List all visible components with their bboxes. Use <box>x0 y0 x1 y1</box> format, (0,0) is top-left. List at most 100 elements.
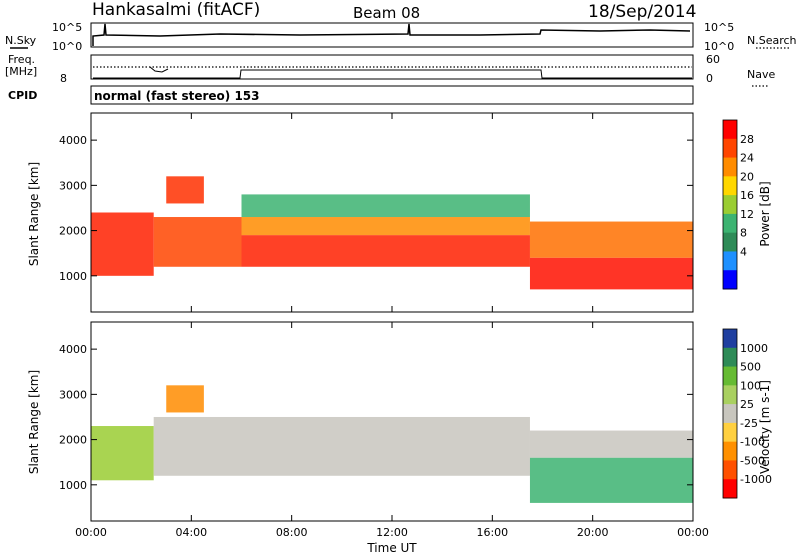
colorbar-segment <box>723 460 737 480</box>
y-tick-label: 3000 <box>59 388 87 401</box>
colorbar-tick-label: 100 <box>740 379 761 392</box>
x-tick-label: 12:00 <box>376 526 408 539</box>
freq-trace <box>93 69 692 79</box>
velocity-colorbar-label: Velocity [m s-1] <box>758 380 772 474</box>
colorbar-segment <box>723 176 737 196</box>
x-tick-label: 04:00 <box>175 526 207 539</box>
colorbar-segment <box>723 479 737 499</box>
colorbar-tick-label: 20 <box>740 170 754 183</box>
nave-label: Nave <box>747 68 775 81</box>
x-tick-label: 00:00 <box>677 526 709 539</box>
power-bands <box>91 176 693 290</box>
cpid-panel: CPID normal (fast stereo) 153 <box>8 85 694 105</box>
colorbar-segment <box>723 270 737 290</box>
velocity-yticks: 4000 3000 2000 1000 <box>59 343 693 492</box>
cpid-panel-frame <box>90 85 694 105</box>
freq-label-line1: Freq. <box>8 53 35 66</box>
colorbar-tick-label: 28 <box>740 133 754 146</box>
station-title: Hankasalmi (fitACF) <box>92 0 260 20</box>
scatter-band <box>241 217 530 236</box>
colorbar-tick-label: 8 <box>740 227 747 240</box>
y-tick-label: 2000 <box>59 225 87 238</box>
scatter-band <box>166 176 204 204</box>
colorbar-segment <box>723 422 737 443</box>
nsearch-label: N.Search <box>747 34 797 47</box>
scatter-band <box>241 235 530 267</box>
y-tick-label: 1000 <box>59 270 87 283</box>
colorbar-segment <box>723 232 737 252</box>
nave-right-tick-top: 60 <box>706 53 720 66</box>
colorbar-tick-label: -25 <box>740 417 758 430</box>
freq-panel: Freq. [MHz] 8 60 0 Nave <box>5 53 775 87</box>
scatter-band <box>241 194 530 218</box>
colorbar-tick-label: 12 <box>740 208 754 221</box>
y-tick-label: 3000 <box>59 179 87 192</box>
scatter-band <box>529 257 693 290</box>
colorbar-tick-label: 1000 <box>740 342 768 355</box>
velocity-bands <box>91 385 693 503</box>
colorbar-tick-label: 4 <box>740 245 747 258</box>
velocity-xticks: 00:00 04:00 08:00 12:00 16:00 20:00 00:00 <box>75 113 709 539</box>
scatter-band <box>529 430 693 458</box>
nsky-trace <box>92 23 691 46</box>
y-tick-label: 4000 <box>59 134 87 147</box>
scatter-band <box>529 457 693 503</box>
x-tick-label: 16:00 <box>476 526 508 539</box>
colorbar-segment <box>723 213 737 234</box>
nave-dip <box>149 66 169 73</box>
colorbar-segment <box>723 120 737 140</box>
colorbar-tick-label: -500 <box>740 454 765 467</box>
velocity-ylabel: Slant Range [km] <box>27 370 41 474</box>
nsky-label: N.Sky <box>5 34 37 47</box>
velocity-colorbar: 1000 500 100 25 -25 -100 -500 -1000 <box>722 328 772 499</box>
nave-right-tick-bottom: 0 <box>706 72 713 85</box>
scatter-band <box>153 217 242 267</box>
y-tick-label: 1000 <box>59 479 87 492</box>
colorbar-segment <box>723 195 737 215</box>
x-tick-label: 20:00 <box>577 526 609 539</box>
scatter-band <box>91 426 154 481</box>
colorbar-tick-label: 25 <box>740 398 754 411</box>
colorbar-frame <box>722 119 738 290</box>
noise-left-tick-bottom: 10^0 <box>52 40 82 53</box>
power-ylabel: Slant Range [km] <box>27 162 41 266</box>
scatter-band <box>166 385 204 413</box>
power-yticks: 4000 3000 2000 1000 <box>59 134 693 283</box>
colorbar-tick-label: 500 <box>740 361 761 374</box>
y-tick-label: 4000 <box>59 343 87 356</box>
colorbar-segment <box>723 366 737 386</box>
noise-left-tick-top: 10^5 <box>52 21 82 34</box>
scatter-band <box>91 212 154 276</box>
velocity-xlabel: Time UT <box>366 541 417 554</box>
freq-left-tick: 8 <box>60 72 67 85</box>
noise-right-tick-top: 10^5 <box>704 21 734 34</box>
colorbar-tick-label: -1000 <box>740 473 772 486</box>
noise-right-tick-bottom: 10^0 <box>704 40 734 53</box>
beam-title: Beam 08 <box>353 4 420 22</box>
x-tick-label: 08:00 <box>276 526 308 539</box>
colorbar-segment <box>723 404 737 424</box>
colorbar-tick-label: 16 <box>740 189 754 202</box>
colorbar-tick-label: -100 <box>740 436 765 449</box>
power-colorbar: 28 24 20 16 12 8 4 <box>722 119 754 290</box>
scatter-band <box>153 416 530 476</box>
freq-panel-frame <box>90 54 694 80</box>
colorbar-segment <box>723 347 737 368</box>
date-title: 18/Sep/2014 <box>588 2 696 22</box>
power-colorbar-label: Power [dB] <box>758 181 772 246</box>
scatter-band <box>529 221 693 258</box>
colorbar-segment <box>723 329 737 349</box>
power-panel: Slant Range [km] 4000 3000 2000 1000 28 24 20… <box>27 112 772 313</box>
colorbar-segment <box>723 441 737 461</box>
x-tick-label: 00:00 <box>75 526 107 539</box>
colorbar-segment <box>723 251 737 271</box>
colorbar-frame <box>722 328 738 499</box>
noise-panel-frame <box>90 22 694 48</box>
colorbar-segment <box>723 157 737 177</box>
noise-panel: N.Sky 10^5 10^0 10^5 10^0 N.Search <box>5 21 797 53</box>
colorbar-tick-label: 24 <box>740 152 754 165</box>
y-tick-label: 2000 <box>59 434 87 447</box>
cpid-label: CPID <box>8 89 37 102</box>
